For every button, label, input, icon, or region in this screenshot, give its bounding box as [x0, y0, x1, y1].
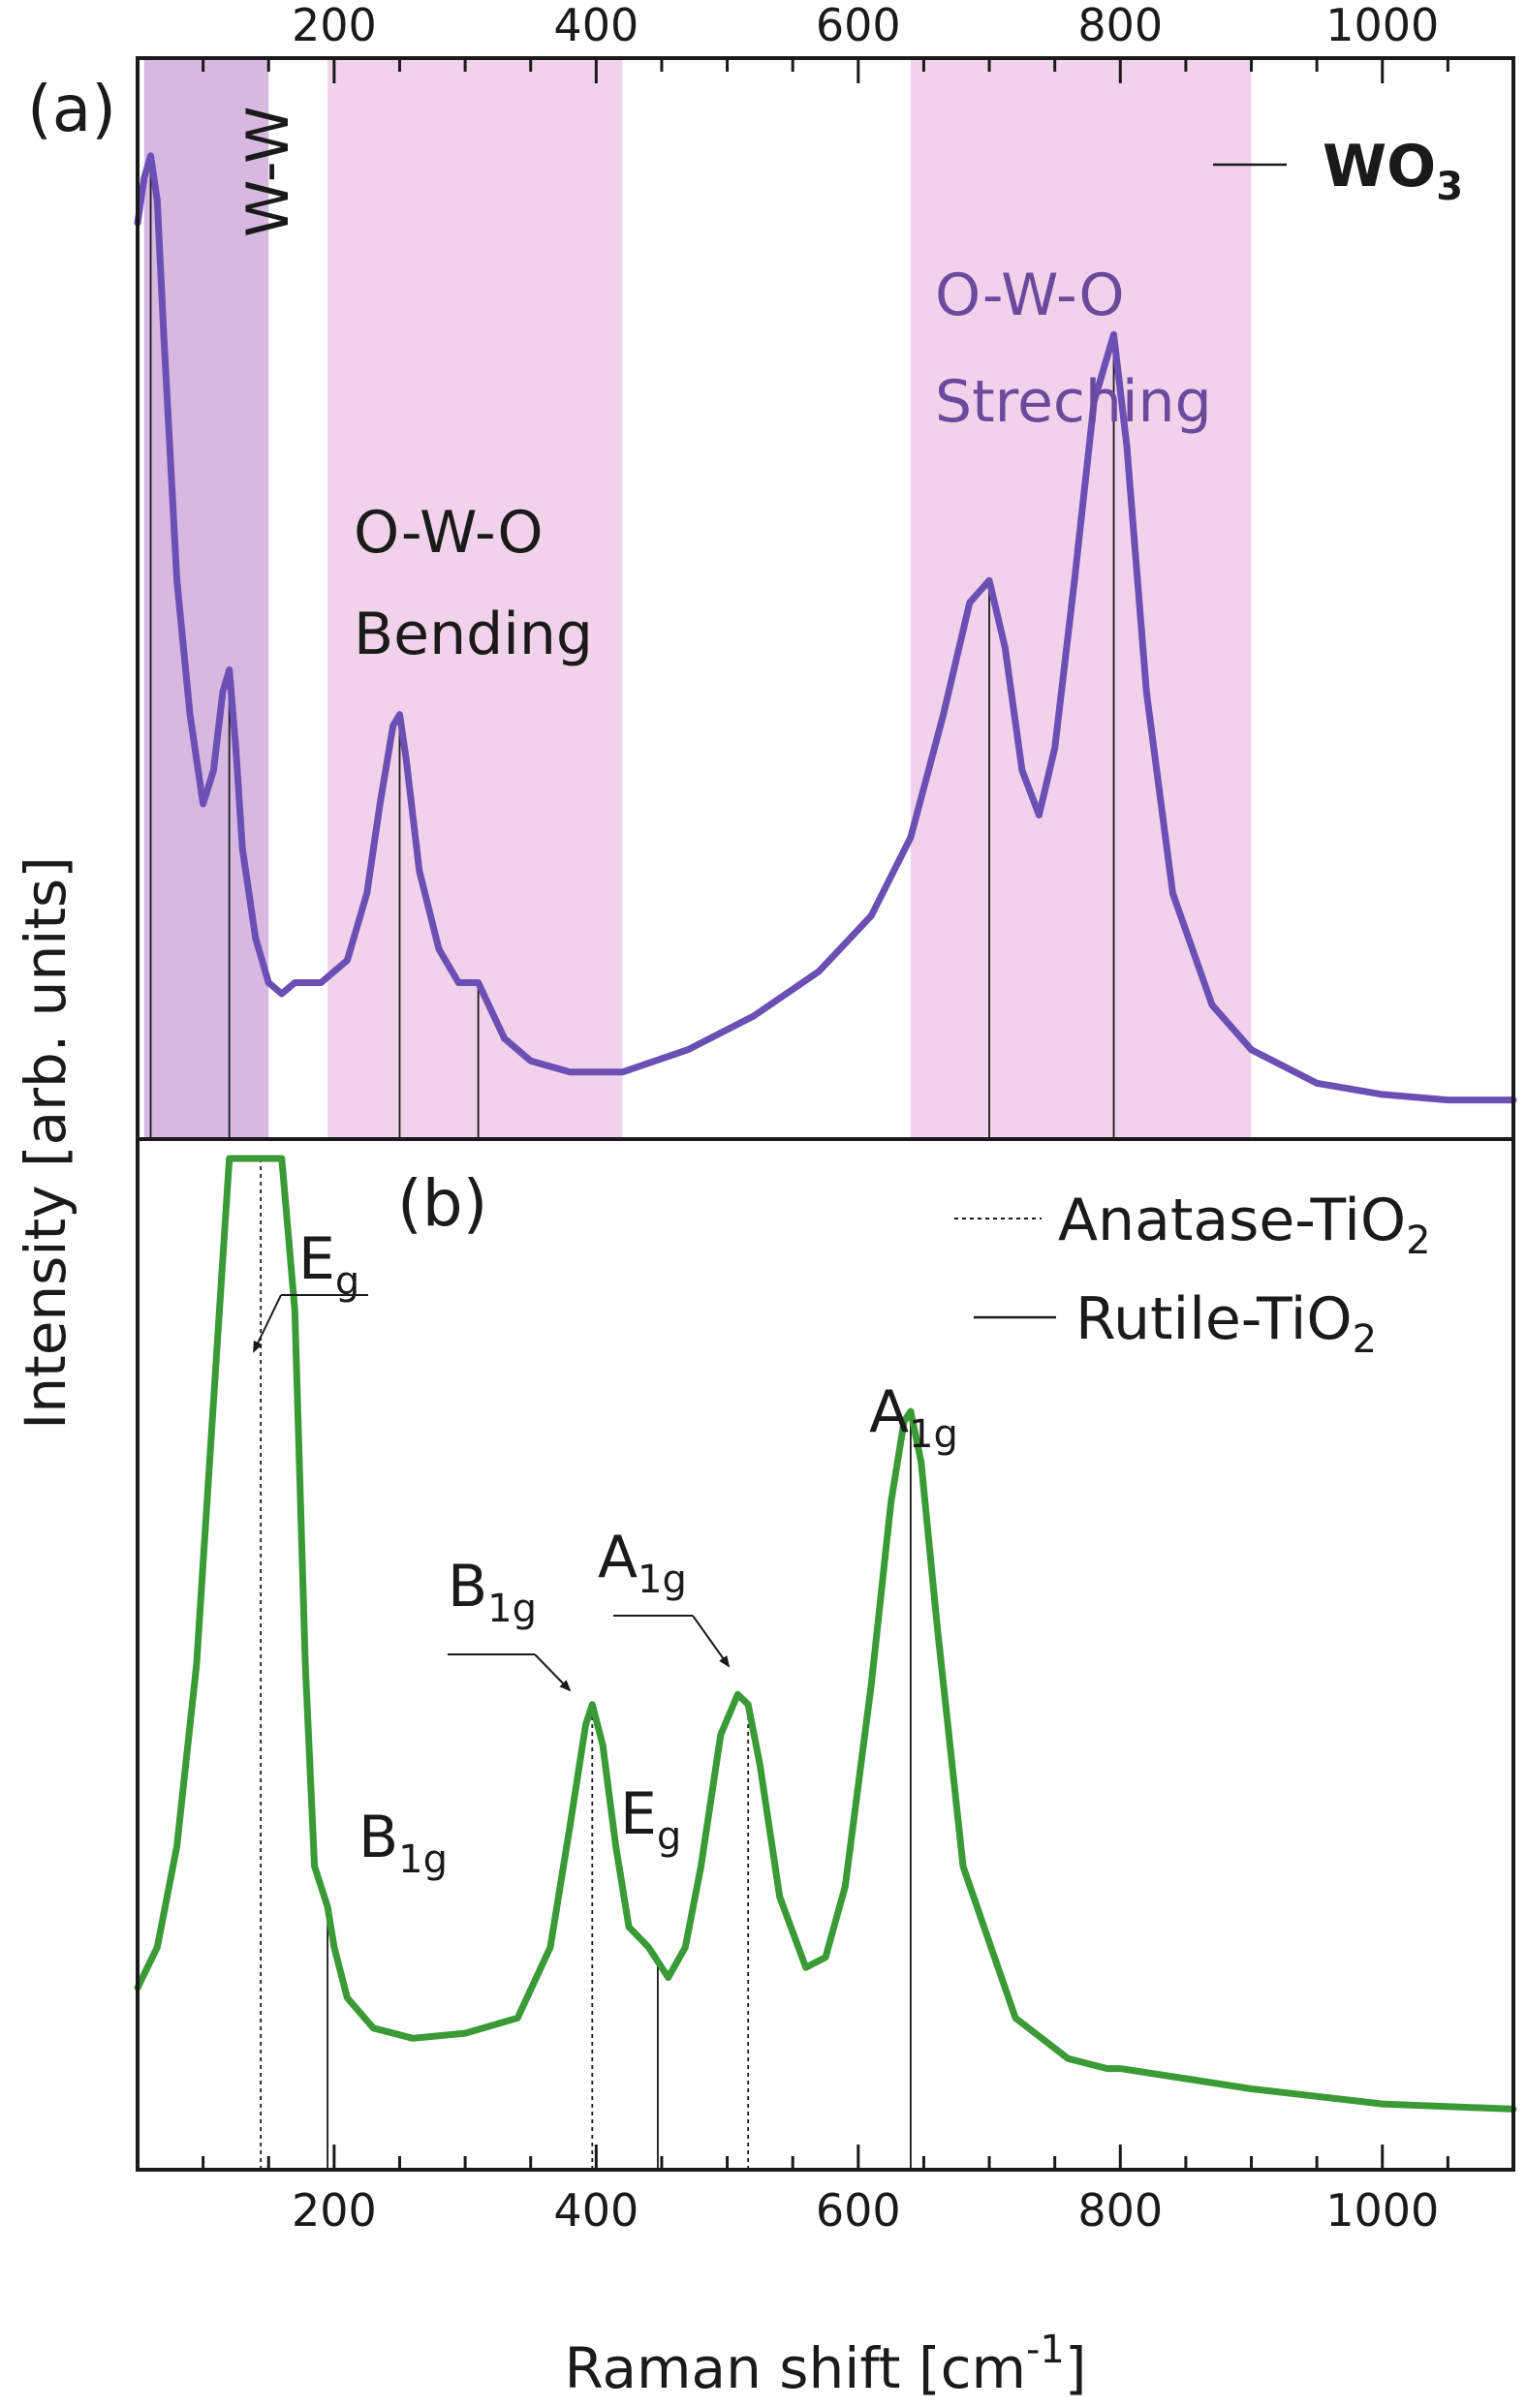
region-label-bending-line2: Bending	[354, 601, 593, 668]
region-label-bending-line1: O-W-O	[354, 499, 544, 567]
peak-label-b1g-rutile: B1g	[358, 1804, 448, 1882]
bottom-tick-label-400: 400	[553, 2184, 638, 2237]
region-band-1	[327, 58, 623, 1139]
legend-label-wo3: WO3	[1323, 133, 1463, 209]
region-bands	[143, 58, 1252, 1139]
top-axis-ticks: 200 400 600 800 1000	[202, 0, 1515, 83]
plot-frame	[136, 56, 1515, 2172]
region-label-stretching-line2: Streching	[935, 368, 1212, 436]
top-tick-label-400: 400	[553, 0, 638, 51]
peak-label-a1g-rutile: A1g	[869, 1378, 958, 1457]
legend-b: Anatase-TiO2 Rutile-TiO2	[954, 1187, 1431, 1362]
peak-lines	[260, 1158, 912, 2170]
bottom-tick-label-1000: 1000	[1325, 2184, 1439, 2237]
legend-a: WO3	[1213, 133, 1463, 209]
bottom-tick-label-200: 200	[292, 2184, 377, 2237]
bottom-tick-label-600: 600	[816, 2184, 901, 2237]
top-tick-label-600: 600	[816, 0, 901, 51]
bottom-axis-ticks: 200 400 600 800 1000	[202, 2145, 1515, 2237]
peak-label-a1g-anatase: A1g	[598, 1524, 687, 1602]
x-axis-title: Raman shift [cm-1]	[564, 2328, 1086, 2401]
annotation-arrow-a1g	[692, 1615, 731, 1668]
wo3-spectrum-line	[134, 152, 1517, 1104]
y-axis-title: Intensity [arb. units]	[13, 856, 78, 1430]
peak-label-b1g-anatase: B1g	[448, 1553, 537, 1631]
legend-label-anatase: Anatase-TiO2	[1058, 1187, 1431, 1263]
panel-a: 200 400 600 800 1000 (a) W-W O-W-O Bending O…	[27, 0, 1517, 1139]
tio2-spectrum-line	[134, 1155, 1517, 2113]
annotation-arrow-eg	[253, 1294, 282, 1353]
peak-label-eg-anatase: Eg	[298, 1225, 359, 1304]
region-label-w-w: W-W	[234, 107, 302, 237]
top-tick-label-800: 800	[1077, 0, 1163, 51]
top-tick-label-200: 200	[292, 0, 377, 51]
annotation-arrow-b1g	[534, 1653, 572, 1692]
region-band-0	[143, 58, 269, 1139]
panel-b: 200 400 600 800 1000 (b) Anatase-TiO2 Rutile…	[134, 1155, 1517, 2237]
peak-lines	[149, 155, 1115, 1139]
panel-label-a: (a)	[27, 72, 116, 146]
region-label-stretching-line1: O-W-O	[935, 262, 1125, 329]
bottom-tick-label-800: 800	[1077, 2184, 1163, 2237]
top-tick-label-1000: 1000	[1325, 0, 1439, 51]
panel-label-b: (b)	[397, 1166, 487, 1241]
peak-label-eg-rutile: Eg	[620, 1780, 681, 1859]
legend-label-rutile: Rutile-TiO2	[1075, 1285, 1377, 1362]
